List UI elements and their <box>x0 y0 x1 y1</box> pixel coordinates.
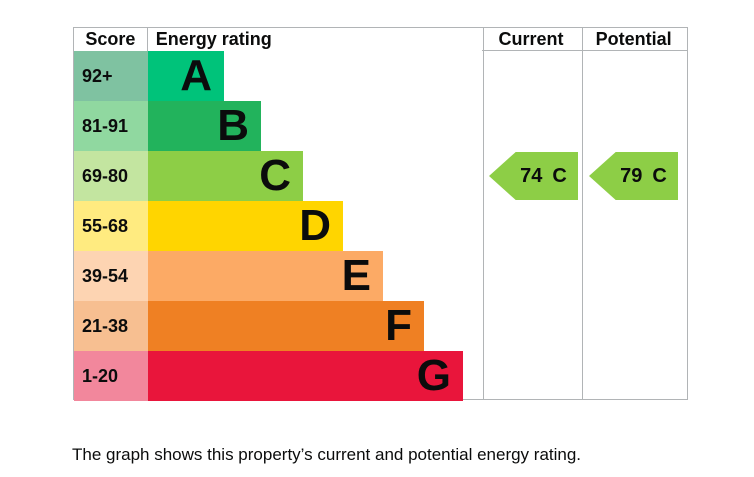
score-range-c: 69-80 <box>74 151 148 201</box>
band-row-b: 81-91 B <box>74 101 687 151</box>
band-bar-e: E <box>148 251 383 301</box>
chart-header-row: Score Energy rating Current Potential <box>74 28 687 51</box>
potential-rating-value: 79 <box>620 164 643 187</box>
band-bar-b: B <box>148 101 261 151</box>
chart-caption: The graph shows this property’s current … <box>72 445 582 464</box>
band-row-g: 1-20 G <box>74 351 687 401</box>
band-bar-c: C <box>148 151 303 201</box>
current-rating-value: 74 <box>520 164 543 187</box>
score-range-e: 39-54 <box>74 251 148 301</box>
band-bar-f: F <box>148 301 424 351</box>
energy-rating-chart: Score Energy rating Current Potential 92… <box>73 27 688 401</box>
band-row-d: 55-68 D <box>74 201 687 251</box>
current-rating-letter: C <box>552 164 567 187</box>
potential-column-divider <box>582 28 583 399</box>
score-range-g: 1-20 <box>74 351 148 401</box>
band-rows: 92+ A 81-91 B 69-80 C 55-68 D 39-54 E 21-38 F 1-20 G <box>74 51 687 401</box>
header-current: Current <box>481 28 581 51</box>
band-bar-d: D <box>148 201 343 251</box>
header-score: Score <box>74 28 148 51</box>
band-row-e: 39-54 E <box>74 251 687 301</box>
current-column-divider <box>483 28 484 399</box>
score-range-b: 81-91 <box>74 101 148 151</box>
header-energy-rating: Energy rating <box>155 29 272 49</box>
score-range-f: 21-38 <box>74 301 148 351</box>
band-row-f: 21-38 F <box>74 301 687 351</box>
score-range-d: 55-68 <box>74 201 148 251</box>
header-potential: Potential <box>580 28 687 51</box>
band-row-a: 92+ A <box>74 51 687 101</box>
potential-rating-letter: C <box>652 164 667 187</box>
band-bar-a: A <box>148 51 224 101</box>
score-range-a: 92+ <box>74 51 148 101</box>
band-bar-g: G <box>148 351 463 401</box>
band-row-c: 69-80 C <box>74 151 687 201</box>
